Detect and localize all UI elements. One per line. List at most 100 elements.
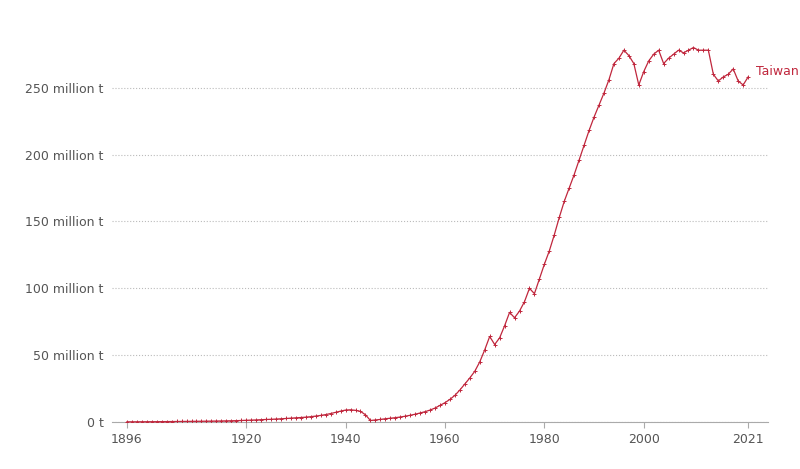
Point (573, 156, 586, 164)
Point (195, 417, 208, 425)
Point (677, 49, 690, 57)
Point (434, 401, 446, 409)
Point (717, 73, 730, 81)
Point (364, 417, 377, 424)
Point (304, 413, 317, 420)
Point (622, 52, 635, 59)
Point (697, 46, 710, 54)
Point (324, 410, 337, 417)
Point (254, 416, 267, 424)
Point (692, 46, 705, 54)
Point (155, 418, 168, 425)
Point (260, 416, 273, 423)
Point (568, 171, 581, 178)
Point (548, 231, 561, 239)
Point (443, 396, 456, 403)
Point (240, 416, 253, 424)
Point (563, 184, 576, 192)
Point (150, 418, 163, 425)
Point (330, 408, 342, 416)
Point (652, 46, 665, 54)
Point (379, 415, 392, 423)
Point (463, 374, 476, 382)
Point (414, 409, 426, 417)
Point (468, 368, 481, 375)
Point (180, 417, 193, 425)
Point (707, 70, 720, 78)
Point (737, 81, 750, 89)
Point (702, 46, 714, 54)
Point (339, 406, 352, 414)
Point (602, 76, 615, 83)
Point (647, 51, 660, 58)
Point (140, 418, 153, 425)
Point (483, 333, 496, 340)
Point (712, 77, 725, 85)
Point (290, 414, 302, 422)
Point (538, 260, 550, 268)
Point (528, 290, 541, 297)
Point (250, 416, 262, 424)
Point (598, 89, 610, 97)
Point (424, 406, 437, 414)
Point (607, 60, 620, 68)
Point (478, 346, 491, 354)
Point (166, 418, 178, 425)
Point (359, 411, 372, 418)
Point (742, 73, 754, 81)
Point (429, 404, 442, 412)
Point (418, 408, 431, 416)
Point (274, 415, 287, 423)
Point (349, 407, 362, 414)
Point (404, 411, 417, 419)
Point (334, 408, 347, 415)
Point (727, 65, 740, 73)
Point (508, 314, 521, 322)
Point (667, 51, 680, 58)
Point (299, 413, 312, 421)
Point (553, 214, 566, 221)
Point (543, 247, 556, 255)
Point (438, 399, 451, 407)
Point (558, 197, 570, 205)
Point (449, 392, 462, 399)
Point (409, 410, 422, 418)
Point (488, 341, 501, 348)
Point (662, 54, 675, 62)
Point (374, 416, 386, 423)
Point (230, 417, 242, 424)
Point (220, 417, 233, 424)
Point (498, 322, 511, 330)
Point (613, 54, 626, 62)
Point (588, 113, 601, 121)
Point (126, 418, 138, 425)
Point (344, 406, 357, 414)
Point (310, 412, 322, 420)
Point (270, 415, 282, 423)
Point (170, 418, 183, 425)
Point (121, 418, 134, 425)
Point (518, 298, 531, 305)
Point (503, 309, 516, 316)
Point (384, 415, 397, 422)
Point (146, 418, 158, 425)
Point (225, 417, 238, 424)
Point (642, 57, 655, 65)
Point (190, 417, 203, 425)
Point (672, 46, 685, 54)
Point (618, 46, 630, 54)
Point (658, 60, 670, 68)
Point (319, 411, 332, 418)
Point (722, 70, 734, 78)
Point (593, 101, 606, 109)
Point (732, 77, 745, 85)
Point (494, 334, 506, 341)
Point (533, 275, 546, 283)
Text: Taiwan: Taiwan (755, 65, 798, 78)
Point (314, 412, 327, 419)
Point (285, 415, 298, 422)
Point (160, 418, 173, 425)
Point (235, 417, 248, 424)
Point (474, 358, 486, 366)
Point (215, 417, 228, 425)
